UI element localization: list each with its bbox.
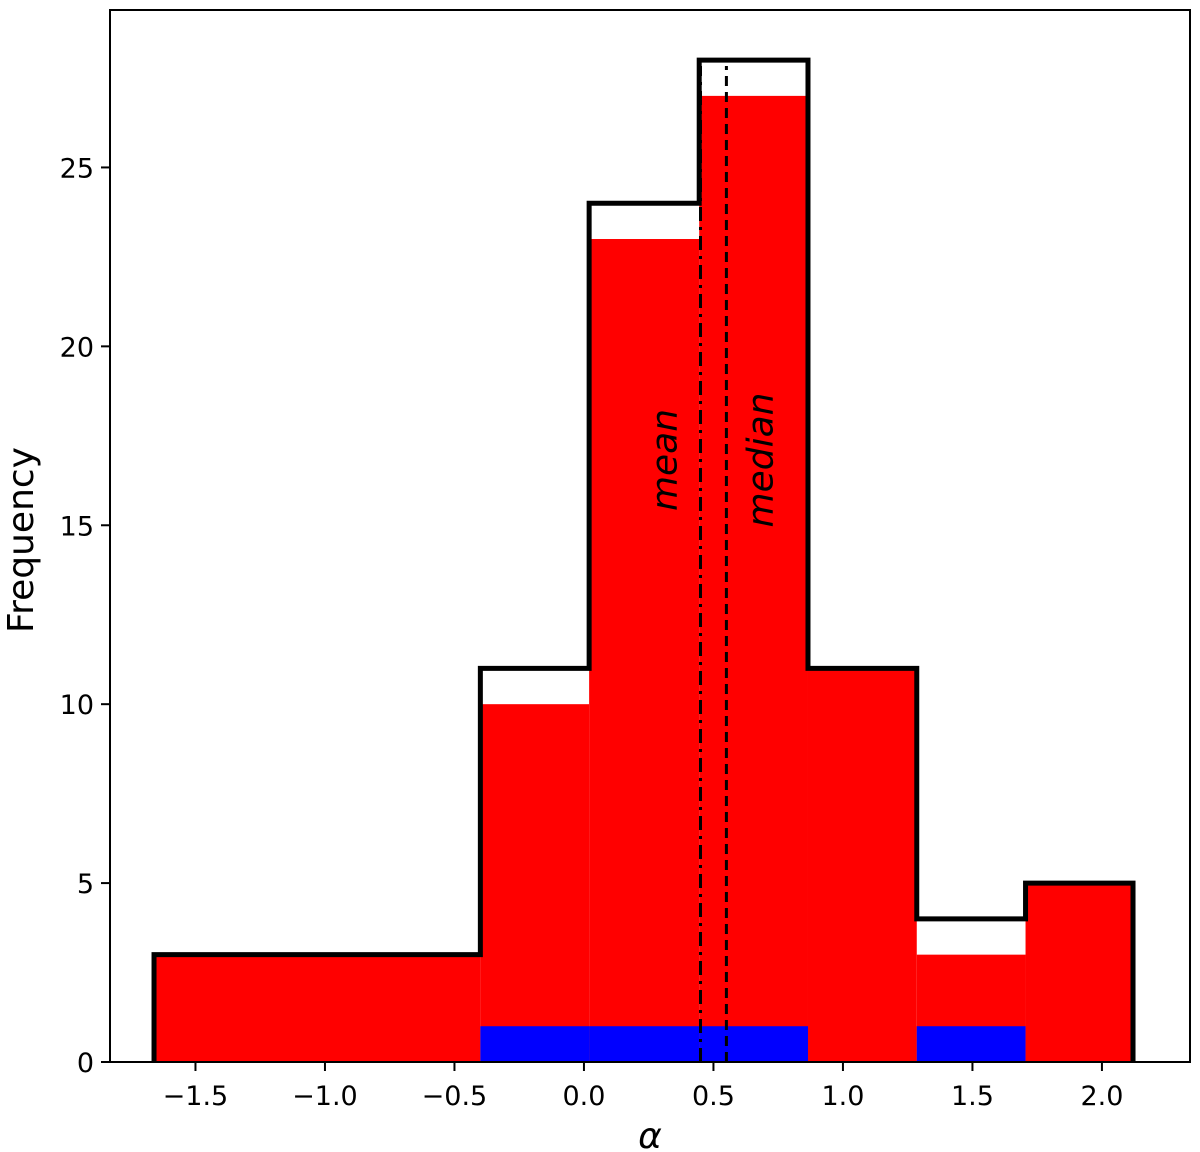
blue-bar-5	[916, 1026, 1026, 1062]
x-tick-label: −1.0	[292, 1081, 358, 1112]
reference-lines: mean median	[645, 66, 781, 1062]
x-tick-label: −1.5	[163, 1081, 229, 1112]
y-tick-label: 0	[77, 1048, 94, 1079]
red-bar-6	[1025, 883, 1134, 1062]
x-tick-label: −0.5	[422, 1081, 488, 1112]
red-bar-1	[480, 704, 590, 1062]
x-tick-label: 1.5	[951, 1081, 994, 1112]
y-tick-label: 15	[60, 511, 94, 542]
histogram-outline	[151, 57, 1136, 1062]
red-bar-4	[807, 668, 917, 1062]
blue-bar-1	[480, 1026, 590, 1062]
x-axis-ticks: −1.5 −1.0 −0.5 0.0 0.5 1.0 1.5 2.0	[163, 1062, 1123, 1112]
plot-frame	[109, 9, 1191, 1063]
mean-label: mean	[645, 409, 686, 511]
y-tick-label: 5	[77, 869, 94, 900]
y-tick-label: 25	[60, 153, 94, 184]
y-tick-label: 10	[60, 690, 94, 721]
red-bar-0	[154, 954, 481, 1062]
y-axis-label: Frequency	[1, 447, 42, 633]
blue-bar-3	[699, 1026, 808, 1062]
x-tick-label: 0.5	[692, 1081, 735, 1112]
median-label: median	[740, 393, 781, 528]
x-tick-label: 2.0	[1080, 1081, 1123, 1112]
blue-bar-2	[589, 1026, 700, 1062]
blue-bars	[480, 1026, 1026, 1062]
y-tick-label: 20	[60, 332, 94, 363]
x-tick-label: 1.0	[821, 1081, 864, 1112]
red-bars	[154, 95, 1134, 1062]
red-bar-2	[589, 239, 700, 1062]
x-axis-label: α	[638, 1116, 662, 1152]
red-bar-3	[699, 95, 808, 1062]
x-tick-label: 0.0	[562, 1081, 605, 1112]
y-axis-ticks: 0 5 10 15 20 25	[60, 153, 110, 1079]
